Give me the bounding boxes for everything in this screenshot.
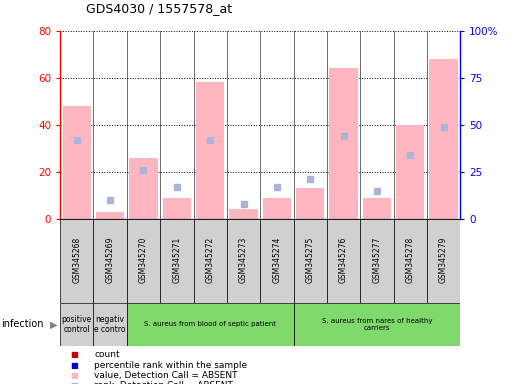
Text: count: count xyxy=(94,349,120,359)
Text: GSM345275: GSM345275 xyxy=(306,236,315,283)
Bar xyxy=(196,83,224,219)
Bar xyxy=(60,219,94,303)
Text: ■: ■ xyxy=(71,361,78,370)
Bar xyxy=(163,198,191,219)
Bar xyxy=(327,219,360,303)
Text: ■: ■ xyxy=(71,381,78,384)
Text: GSM345268: GSM345268 xyxy=(72,236,81,283)
Bar xyxy=(160,219,194,303)
Text: GSM345278: GSM345278 xyxy=(406,236,415,283)
Bar xyxy=(363,198,391,219)
Bar xyxy=(194,219,227,303)
Text: GSM345277: GSM345277 xyxy=(372,236,381,283)
Bar xyxy=(94,219,127,303)
Text: GSM345269: GSM345269 xyxy=(106,236,115,283)
Bar xyxy=(94,303,127,346)
Bar xyxy=(96,212,124,219)
Bar xyxy=(427,219,460,303)
Text: GSM345279: GSM345279 xyxy=(439,236,448,283)
Text: GDS4030 / 1557578_at: GDS4030 / 1557578_at xyxy=(86,2,232,15)
Text: ■: ■ xyxy=(71,371,78,380)
Text: infection: infection xyxy=(2,319,44,329)
Text: ■: ■ xyxy=(71,349,78,359)
Bar xyxy=(296,188,324,219)
Text: S. aureus from nares of healthy
carriers: S. aureus from nares of healthy carriers xyxy=(322,318,432,331)
Bar xyxy=(129,158,157,219)
Text: GSM345272: GSM345272 xyxy=(206,236,214,283)
Text: ▶: ▶ xyxy=(50,319,58,329)
Text: S. aureus from blood of septic patient: S. aureus from blood of septic patient xyxy=(144,321,276,328)
Text: value, Detection Call = ABSENT: value, Detection Call = ABSENT xyxy=(94,371,237,380)
Text: positive
control: positive control xyxy=(62,315,92,334)
Bar xyxy=(293,303,460,346)
Text: GSM345274: GSM345274 xyxy=(272,236,281,283)
Bar xyxy=(227,219,260,303)
Bar xyxy=(260,219,293,303)
Text: percentile rank within the sample: percentile rank within the sample xyxy=(94,361,247,370)
Text: GSM345270: GSM345270 xyxy=(139,236,148,283)
Text: GSM345273: GSM345273 xyxy=(239,236,248,283)
Bar xyxy=(63,106,91,219)
Bar xyxy=(329,68,358,219)
Text: GSM345276: GSM345276 xyxy=(339,236,348,283)
Bar xyxy=(127,219,160,303)
Bar xyxy=(394,219,427,303)
Bar xyxy=(360,219,393,303)
Bar xyxy=(396,125,424,219)
Bar xyxy=(127,303,293,346)
Bar xyxy=(263,198,291,219)
Text: GSM345271: GSM345271 xyxy=(173,236,181,283)
Bar xyxy=(429,59,458,219)
Bar xyxy=(293,219,327,303)
Bar xyxy=(230,210,258,219)
Bar xyxy=(60,303,94,346)
Text: negativ
e contro: negativ e contro xyxy=(95,315,126,334)
Text: rank, Detection Call = ABSENT: rank, Detection Call = ABSENT xyxy=(94,381,233,384)
